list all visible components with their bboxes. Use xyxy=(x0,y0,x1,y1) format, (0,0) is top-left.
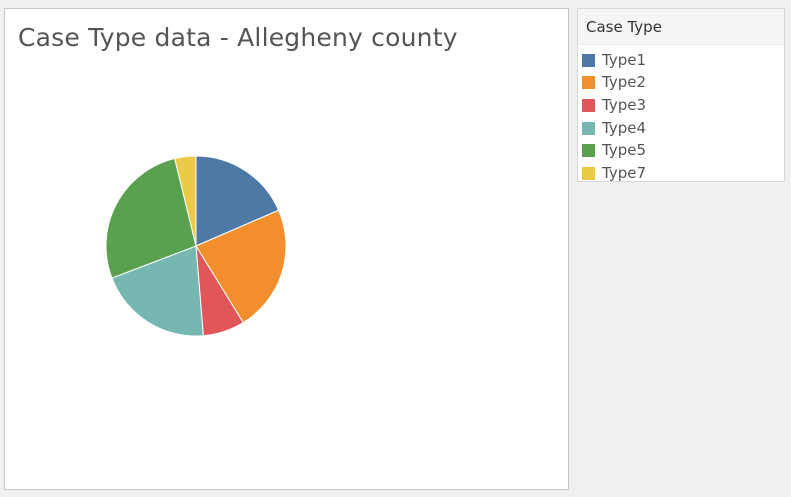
pie-slice-type1[interactable] xyxy=(195,155,280,247)
legend-item-type7[interactable]: Type7 xyxy=(582,162,784,185)
legend-swatch xyxy=(582,166,595,180)
legend-label: Type2 xyxy=(602,73,646,92)
pie-slice-type4[interactable] xyxy=(111,245,204,337)
pie-slice-type5[interactable] xyxy=(105,157,197,279)
legend-item-type1[interactable]: Type1 xyxy=(582,49,784,72)
legend-panel: Case Type Type1 Type2 Type3 Type4 Type5 Type7 xyxy=(577,8,785,182)
legend-label: Type1 xyxy=(602,50,646,69)
legend-swatch xyxy=(582,98,595,112)
legend-list: Type1 Type2 Type3 Type4 Type5 Type7 xyxy=(578,45,784,185)
chart-panel: Case Type data - Allegheny county xyxy=(4,8,569,490)
legend-swatch xyxy=(582,121,595,135)
legend-title: Case Type xyxy=(578,9,784,45)
legend-item-type2[interactable]: Type2 xyxy=(582,72,784,95)
chart-title: Case Type data - Allegheny county xyxy=(18,23,458,52)
legend-item-type4[interactable]: Type4 xyxy=(582,117,784,140)
legend-label: Type7 xyxy=(602,163,646,182)
legend-item-type5[interactable]: Type5 xyxy=(582,139,784,162)
pie-slice-type7[interactable] xyxy=(174,155,197,247)
legend-label: Type4 xyxy=(602,118,646,137)
pie-chart xyxy=(105,155,287,337)
legend-label: Type3 xyxy=(602,95,646,114)
legend-label: Type5 xyxy=(602,141,646,160)
pie-slice-type2[interactable] xyxy=(195,209,287,324)
legend-swatch xyxy=(582,76,595,90)
legend-swatch xyxy=(582,144,595,158)
legend-item-type3[interactable]: Type3 xyxy=(582,94,784,117)
legend-swatch xyxy=(582,53,595,67)
